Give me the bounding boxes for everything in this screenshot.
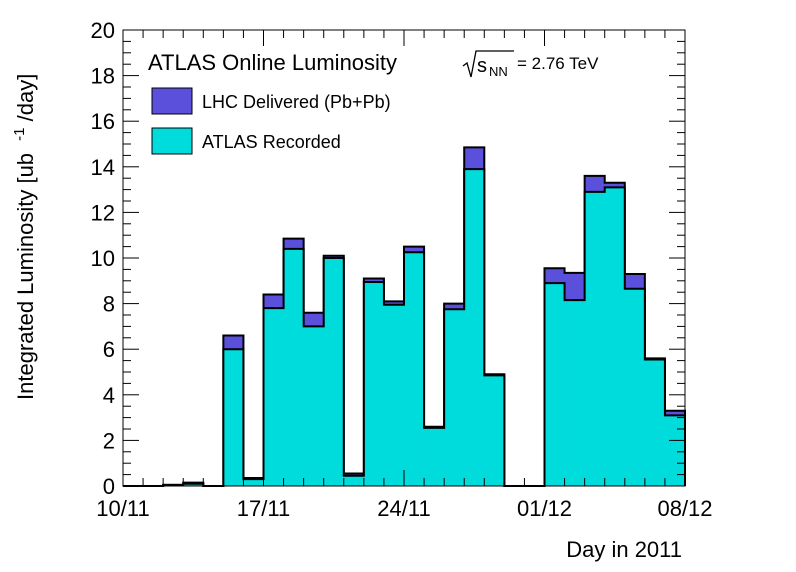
y-tick-label: 6 — [103, 337, 115, 362]
bar-recorded-03-12 — [584, 191, 606, 486]
bar-recorded-05-12 — [624, 288, 646, 486]
y-axis-title-main: Integrated Luminosity [ub — [13, 153, 38, 400]
bar-recorded-26-11 — [444, 309, 465, 486]
bar-recorded-21-11 — [343, 475, 365, 486]
legend-swatch-recorded — [151, 127, 193, 155]
x-tick-label: 01/12 — [517, 496, 572, 521]
y-tick-label: 0 — [103, 474, 115, 499]
sqrt-symbol — [462, 50, 514, 78]
outline-recorded — [123, 168, 686, 487]
bar-recorded-20-11 — [323, 258, 345, 486]
y-tick-label: 16 — [91, 109, 115, 134]
energy-symbol: s — [477, 55, 487, 77]
y-tick-label: 4 — [103, 383, 115, 408]
bar-recorded-24-11 — [404, 252, 425, 486]
y-tick-label: 2 — [103, 428, 115, 453]
y-tick-label: 14 — [91, 155, 115, 180]
y-tick-label: 10 — [91, 246, 115, 271]
x-tick-label: 17/11 — [237, 496, 290, 521]
energy-subscript: NN — [489, 64, 508, 79]
x-tick-label: 10/11 — [96, 496, 149, 521]
energy-value: = 2.76 TeV — [517, 54, 599, 73]
bar-recorded-06-12 — [644, 359, 666, 486]
bar-recorded-17-11 — [263, 308, 284, 486]
y-tick-label: 20 — [91, 18, 115, 43]
y-tick-labels: 0 2 4 6 8 10 12 14 16 18 20 — [91, 18, 115, 499]
y-tick-label: 12 — [91, 200, 115, 225]
bar-recorded-16-11 — [243, 479, 264, 486]
bar-recorded-15-11 — [223, 349, 244, 486]
bar-recorded-18-11 — [283, 248, 304, 486]
y-axis-title-tail: /day] — [13, 74, 38, 122]
bar-recorded-02-12 — [564, 300, 585, 486]
x-tick-label: 24/11 — [377, 496, 430, 521]
histogram-bars — [123, 146, 686, 487]
bar-recorded-27-11 — [464, 169, 485, 486]
bar-recorded-19-11 — [303, 326, 325, 486]
bar-recorded-01-12 — [544, 283, 565, 486]
legend: LHC Delivered (Pb+Pb) ATLAS Recorded — [151, 87, 391, 155]
bar-recorded-04-12 — [604, 187, 626, 486]
chart-title: ATLAS Online Luminosity — [148, 50, 397, 75]
legend-label-delivered: LHC Delivered (Pb+Pb) — [202, 92, 391, 112]
bar-recorded-23-11 — [383, 304, 405, 486]
bar-recorded-22-11 — [363, 281, 385, 486]
bar-recorded-28-11 — [484, 375, 505, 486]
y-axis-title: Integrated Luminosity [ub -1 /day] — [4, 74, 38, 400]
y-tick-label: 8 — [103, 292, 115, 317]
y-tick-label: 18 — [91, 64, 115, 89]
y-axis-title-sup: -1 — [11, 127, 28, 140]
series-recorded — [123, 168, 686, 487]
x-tick-labels: 10/11 17/11 24/11 01/12 08/12 — [96, 496, 712, 521]
energy-label: s NN = 2.76 TeV — [462, 50, 599, 79]
bar-recorded-07-12 — [664, 415, 686, 486]
bar-recorded-25-11 — [424, 427, 445, 486]
axis-ticks — [122, 29, 686, 487]
legend-label-recorded: ATLAS Recorded — [202, 132, 341, 152]
x-tick-label: 08/12 — [657, 496, 712, 521]
legend-swatch-delivered — [151, 87, 193, 115]
bar-recorded-13-11 — [183, 483, 204, 486]
outline-delivered — [123, 146, 686, 487]
x-axis-title: Day in 2011 — [566, 537, 682, 562]
